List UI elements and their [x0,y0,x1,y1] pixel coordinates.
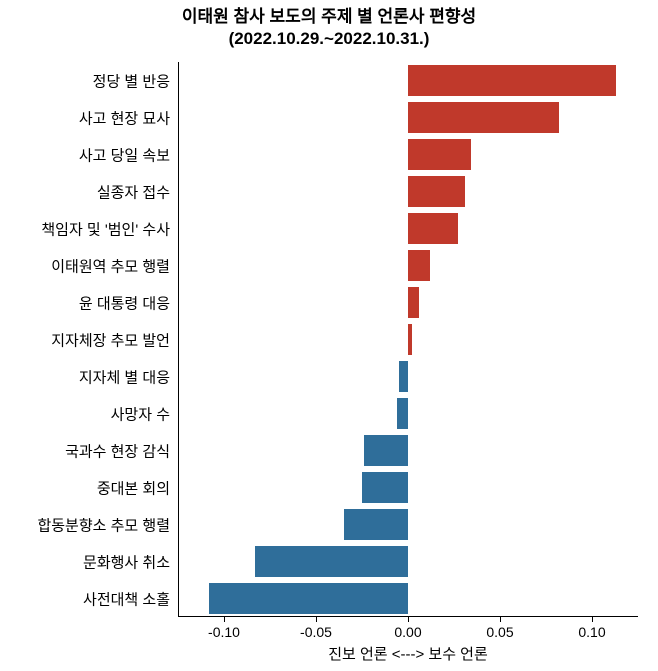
x-tick-label: 0.05 [486,624,513,640]
title-line-1: 이태원 참사 보도의 주제 별 언론사 편향성 [182,7,476,26]
y-tick-label: 사고 당일 속보 [79,144,170,165]
chart-title: 이태원 참사 보도의 주제 별 언론사 편향성 (2022.10.29.~202… [0,6,658,50]
x-tick-label: -0.10 [208,624,240,640]
y-tick-label: 책임자 및 '범인' 수사 [41,218,170,239]
x-tick-label: 0.00 [394,624,421,640]
bar [408,176,465,206]
x-tick-label: -0.05 [300,624,332,640]
bar [408,287,419,317]
bar [408,250,430,280]
bar [408,102,559,132]
y-tick-label: 실종자 접수 [97,181,170,202]
chart-container: 이태원 참사 보도의 주제 별 언론사 편향성 (2022.10.29.~202… [0,0,658,671]
bar [209,583,408,613]
bar [408,139,471,169]
y-tick-label: 사망자 수 [111,403,170,424]
bar [408,213,458,243]
plot-area [178,62,638,617]
y-tick-label: 정당 별 반응 [93,70,170,91]
y-tick-label: 국과수 현장 감식 [65,440,170,461]
bar [408,324,412,354]
y-tick-label: 사전대책 소홀 [83,588,170,609]
y-tick-label: 이태원역 추모 행렬 [51,255,170,276]
x-tick [224,617,225,622]
x-axis-label: 진보 언론 <---> 보수 언론 [178,643,638,664]
y-axis-spine [178,62,179,617]
x-tick [592,617,593,622]
bar [364,435,408,465]
y-tick-label: 지자체장 추모 발언 [51,329,170,350]
y-tick-label: 윤 대통령 대응 [79,292,170,313]
bar [399,361,408,391]
y-tick-label: 합동분향소 추모 행렬 [37,514,170,535]
x-tick [500,617,501,622]
bar [255,546,408,576]
x-tick-label: 0.10 [578,624,605,640]
x-tick [316,617,317,622]
bar [408,65,616,95]
x-tick [408,617,409,622]
y-tick-label: 문화행사 취소 [83,551,170,572]
bar [344,509,408,539]
y-tick-label: 중대본 회의 [97,477,170,498]
y-tick-label: 사고 현장 묘사 [79,107,170,128]
title-line-2: (2022.10.29.~2022.10.31.) [229,29,430,48]
bar [397,398,408,428]
bar [362,472,408,502]
y-tick-label: 지자체 별 대응 [79,366,170,387]
